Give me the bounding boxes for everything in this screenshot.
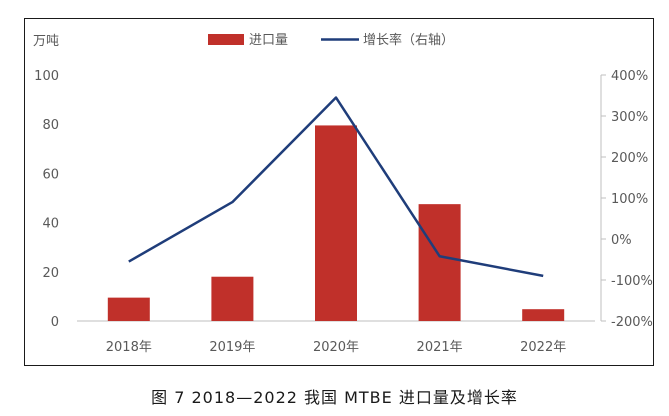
- y-tick-label: 60: [42, 167, 59, 182]
- bar: [522, 309, 565, 321]
- chart-frame: 万吨 0 20 40 60 80 100 -200% -100% 0% 100% 200% 300% 40…: [24, 18, 654, 366]
- chart-svg: 万吨 0 20 40 60 80 100 -200% -100% 0% 100% 200% 300% 40…: [33, 32, 653, 355]
- figure-caption: 图 7 2018—2022 我国 MTBE 进口量及增长率: [151, 388, 518, 407]
- chart-legend: 进口量 增长率（右轴）: [208, 32, 454, 48]
- bar: [107, 297, 150, 321]
- x-tick-label: 2021年: [417, 340, 463, 355]
- y2-tick-label: 0%: [611, 233, 632, 248]
- bar: [315, 125, 357, 322]
- y-tick-label: 100: [34, 69, 59, 84]
- bar: [211, 276, 254, 321]
- line-series: [128, 96, 544, 278]
- y2-tick-label: -200%: [611, 315, 653, 330]
- legend-label-bar: 进口量: [249, 33, 288, 48]
- x-tick-label: 2020年: [313, 340, 359, 355]
- y-tick-label: 80: [42, 118, 59, 133]
- legend-swatch-bar: [208, 34, 244, 45]
- y-tick-label: 0: [51, 315, 59, 330]
- y-tick-label: 40: [42, 217, 59, 232]
- bar: [418, 204, 461, 321]
- y2-tick-label: -100%: [611, 274, 653, 289]
- y-axis-unit: 万吨: [33, 34, 59, 49]
- x-tick-label: 2022年: [520, 340, 566, 355]
- y-tick-label: 20: [42, 266, 59, 281]
- x-tick-label: 2018年: [106, 340, 152, 355]
- bar-series: [107, 125, 565, 322]
- y2-tick-label: 200%: [611, 151, 648, 166]
- y2-tick-label: 400%: [611, 69, 648, 84]
- legend-label-line: 增长率（右轴）: [363, 32, 454, 48]
- y2-tick-label: 100%: [611, 192, 648, 207]
- x-tick-label: 2019年: [209, 340, 255, 355]
- y2-tick-label: 300%: [611, 110, 648, 125]
